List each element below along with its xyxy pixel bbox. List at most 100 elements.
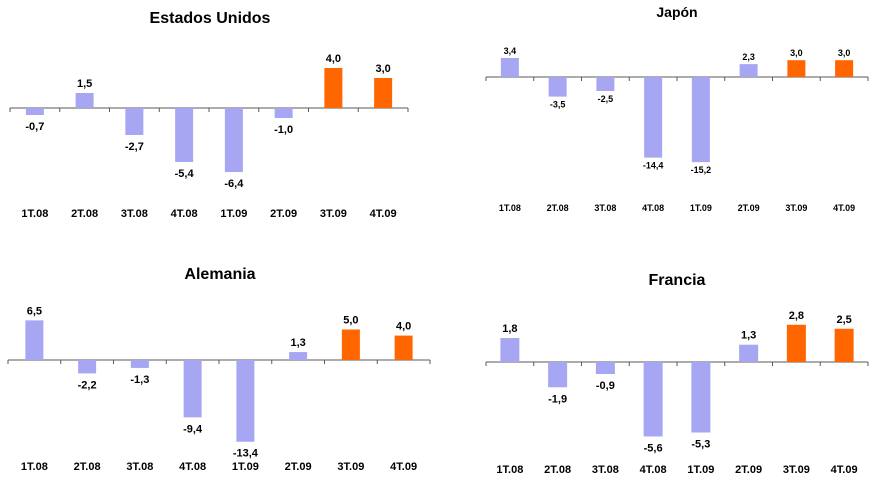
x-tick-label: 4T.09 xyxy=(390,461,417,473)
data-label: -15,2 xyxy=(691,165,712,175)
bar xyxy=(130,360,149,368)
data-label: 2,3 xyxy=(742,52,755,62)
data-label: -9,4 xyxy=(183,423,203,435)
bar xyxy=(183,360,202,418)
chart-title: Estados Unidos xyxy=(149,10,271,27)
x-tick-label: 4T.08 xyxy=(179,461,206,473)
x-tick-label: 2T.09 xyxy=(735,464,762,476)
x-tick-label: 2T.08 xyxy=(544,464,571,476)
bar xyxy=(236,360,255,442)
x-tick-label: 3T.09 xyxy=(783,464,810,476)
bar xyxy=(691,362,711,433)
x-tick-label: 4T.09 xyxy=(833,203,855,213)
data-label: 4,0 xyxy=(396,321,411,333)
data-label: 2,8 xyxy=(789,310,804,322)
bar xyxy=(500,338,520,362)
data-label: -0,9 xyxy=(596,380,615,392)
data-label: 3,0 xyxy=(375,63,390,75)
x-tick-label: 2T.09 xyxy=(270,208,297,220)
bar xyxy=(224,108,243,172)
bar xyxy=(374,78,393,108)
x-tick-label: 1T.08 xyxy=(21,461,48,473)
x-tick-label: 1T.08 xyxy=(21,208,48,220)
bar xyxy=(835,60,854,77)
chart-panel-alemania: Alemania 6,5 1T.08 -2,2 2T.08 -1,3 3T.08 -9,4 4… xyxy=(0,258,440,480)
bar xyxy=(78,360,97,374)
bar xyxy=(274,108,293,118)
data-label: -5,6 xyxy=(644,442,663,454)
data-label: -5,3 xyxy=(691,438,710,450)
x-tick-label: 3T.09 xyxy=(337,461,364,473)
x-tick-label: 3T.09 xyxy=(320,208,347,220)
x-tick-label: 4T.09 xyxy=(831,464,858,476)
bar xyxy=(787,60,806,77)
bar xyxy=(175,108,194,162)
x-tick-label: 4T.08 xyxy=(642,203,664,213)
data-label: 6,5 xyxy=(27,305,42,317)
x-tick-label: 4T.08 xyxy=(640,464,667,476)
x-tick-label: 3T.08 xyxy=(121,208,148,220)
x-tick-label: 2T.08 xyxy=(71,208,98,220)
data-label: -0,7 xyxy=(25,121,44,133)
chart-title: Francia xyxy=(648,272,706,289)
data-label: -2,2 xyxy=(78,379,97,391)
bar xyxy=(786,324,806,362)
bar xyxy=(739,64,758,77)
x-tick-label: 3T.08 xyxy=(592,464,619,476)
data-label: -13,4 xyxy=(233,448,259,460)
bar-chart: 3,4 1T.08 -3,5 2T.08 -2,5 3T.08 -14,4 4T.08 -15,… xyxy=(485,46,869,213)
data-label: 3,4 xyxy=(504,46,517,56)
bar xyxy=(125,108,144,135)
data-label: 3,0 xyxy=(838,48,851,58)
bar xyxy=(691,77,710,163)
chart-panel-estados-unidos: Estados Unidos -0,7 1T.08 1,5 2T.08 -2,7 3T.0… xyxy=(0,0,420,235)
bar xyxy=(548,362,568,388)
data-label: 4,0 xyxy=(326,53,341,65)
bar xyxy=(834,328,854,362)
data-label: -6,4 xyxy=(224,178,244,190)
bar xyxy=(394,335,413,360)
bar xyxy=(289,352,308,360)
data-label: 1,3 xyxy=(290,337,305,349)
x-tick-label: 1T.09 xyxy=(687,464,714,476)
data-label: -3,5 xyxy=(550,100,566,110)
data-label: 3,0 xyxy=(790,48,803,58)
chart-title: Japón xyxy=(656,4,698,20)
data-label: 1,5 xyxy=(77,78,92,90)
data-label: -1,0 xyxy=(274,124,293,136)
bar xyxy=(548,77,567,97)
data-label: -1,9 xyxy=(548,393,567,405)
x-tick-label: 1T.09 xyxy=(232,461,259,473)
x-tick-label: 2T.08 xyxy=(547,203,569,213)
bar xyxy=(75,93,94,108)
x-tick-label: 1T.09 xyxy=(220,208,247,220)
bar xyxy=(25,108,44,115)
bar xyxy=(644,77,663,158)
bar xyxy=(25,320,44,360)
bar xyxy=(341,329,360,360)
bar-chart: -0,7 1T.08 1,5 2T.08 -2,7 3T.08 -5,4 4T.08 -6,4 1… xyxy=(9,53,409,220)
x-tick-label: 3T.09 xyxy=(785,203,807,213)
bar xyxy=(596,77,615,91)
x-tick-label: 3T.08 xyxy=(126,461,153,473)
data-label: 5,0 xyxy=(343,315,358,327)
x-tick-label: 4T.08 xyxy=(171,208,198,220)
x-tick-label: 2T.09 xyxy=(285,461,312,473)
chart-panel-japon: Japón 3,4 1T.08 -3,5 2T.08 -2,5 3T.08 -14,4 4T.… xyxy=(480,0,874,230)
data-label: 1,8 xyxy=(502,323,517,335)
data-label: -2,7 xyxy=(125,141,144,153)
bar-chart: 6,5 1T.08 -2,2 2T.08 -1,3 3T.08 -9,4 4T.08 -13,4… xyxy=(7,305,431,473)
bar-chart: 1,8 1T.08 -1,9 2T.08 -0,9 3T.08 -5,6 4T.08 -5,3 1… xyxy=(485,310,869,476)
data-label: -5,4 xyxy=(175,168,195,180)
x-tick-label: 1T.08 xyxy=(499,203,521,213)
bar xyxy=(500,57,519,77)
chart-panel-francia: Francia 1,8 1T.08 -1,9 2T.08 -0,9 3T.08 -5,6 4T… xyxy=(480,262,874,480)
bar xyxy=(595,362,615,374)
data-label: -1,3 xyxy=(130,374,149,386)
chart-title: Alemania xyxy=(184,266,256,283)
bar xyxy=(643,362,663,437)
x-tick-label: 1T.08 xyxy=(496,464,523,476)
data-label: -14,4 xyxy=(643,161,664,171)
data-label: 1,3 xyxy=(741,330,756,342)
x-tick-label: 2T.08 xyxy=(74,461,101,473)
